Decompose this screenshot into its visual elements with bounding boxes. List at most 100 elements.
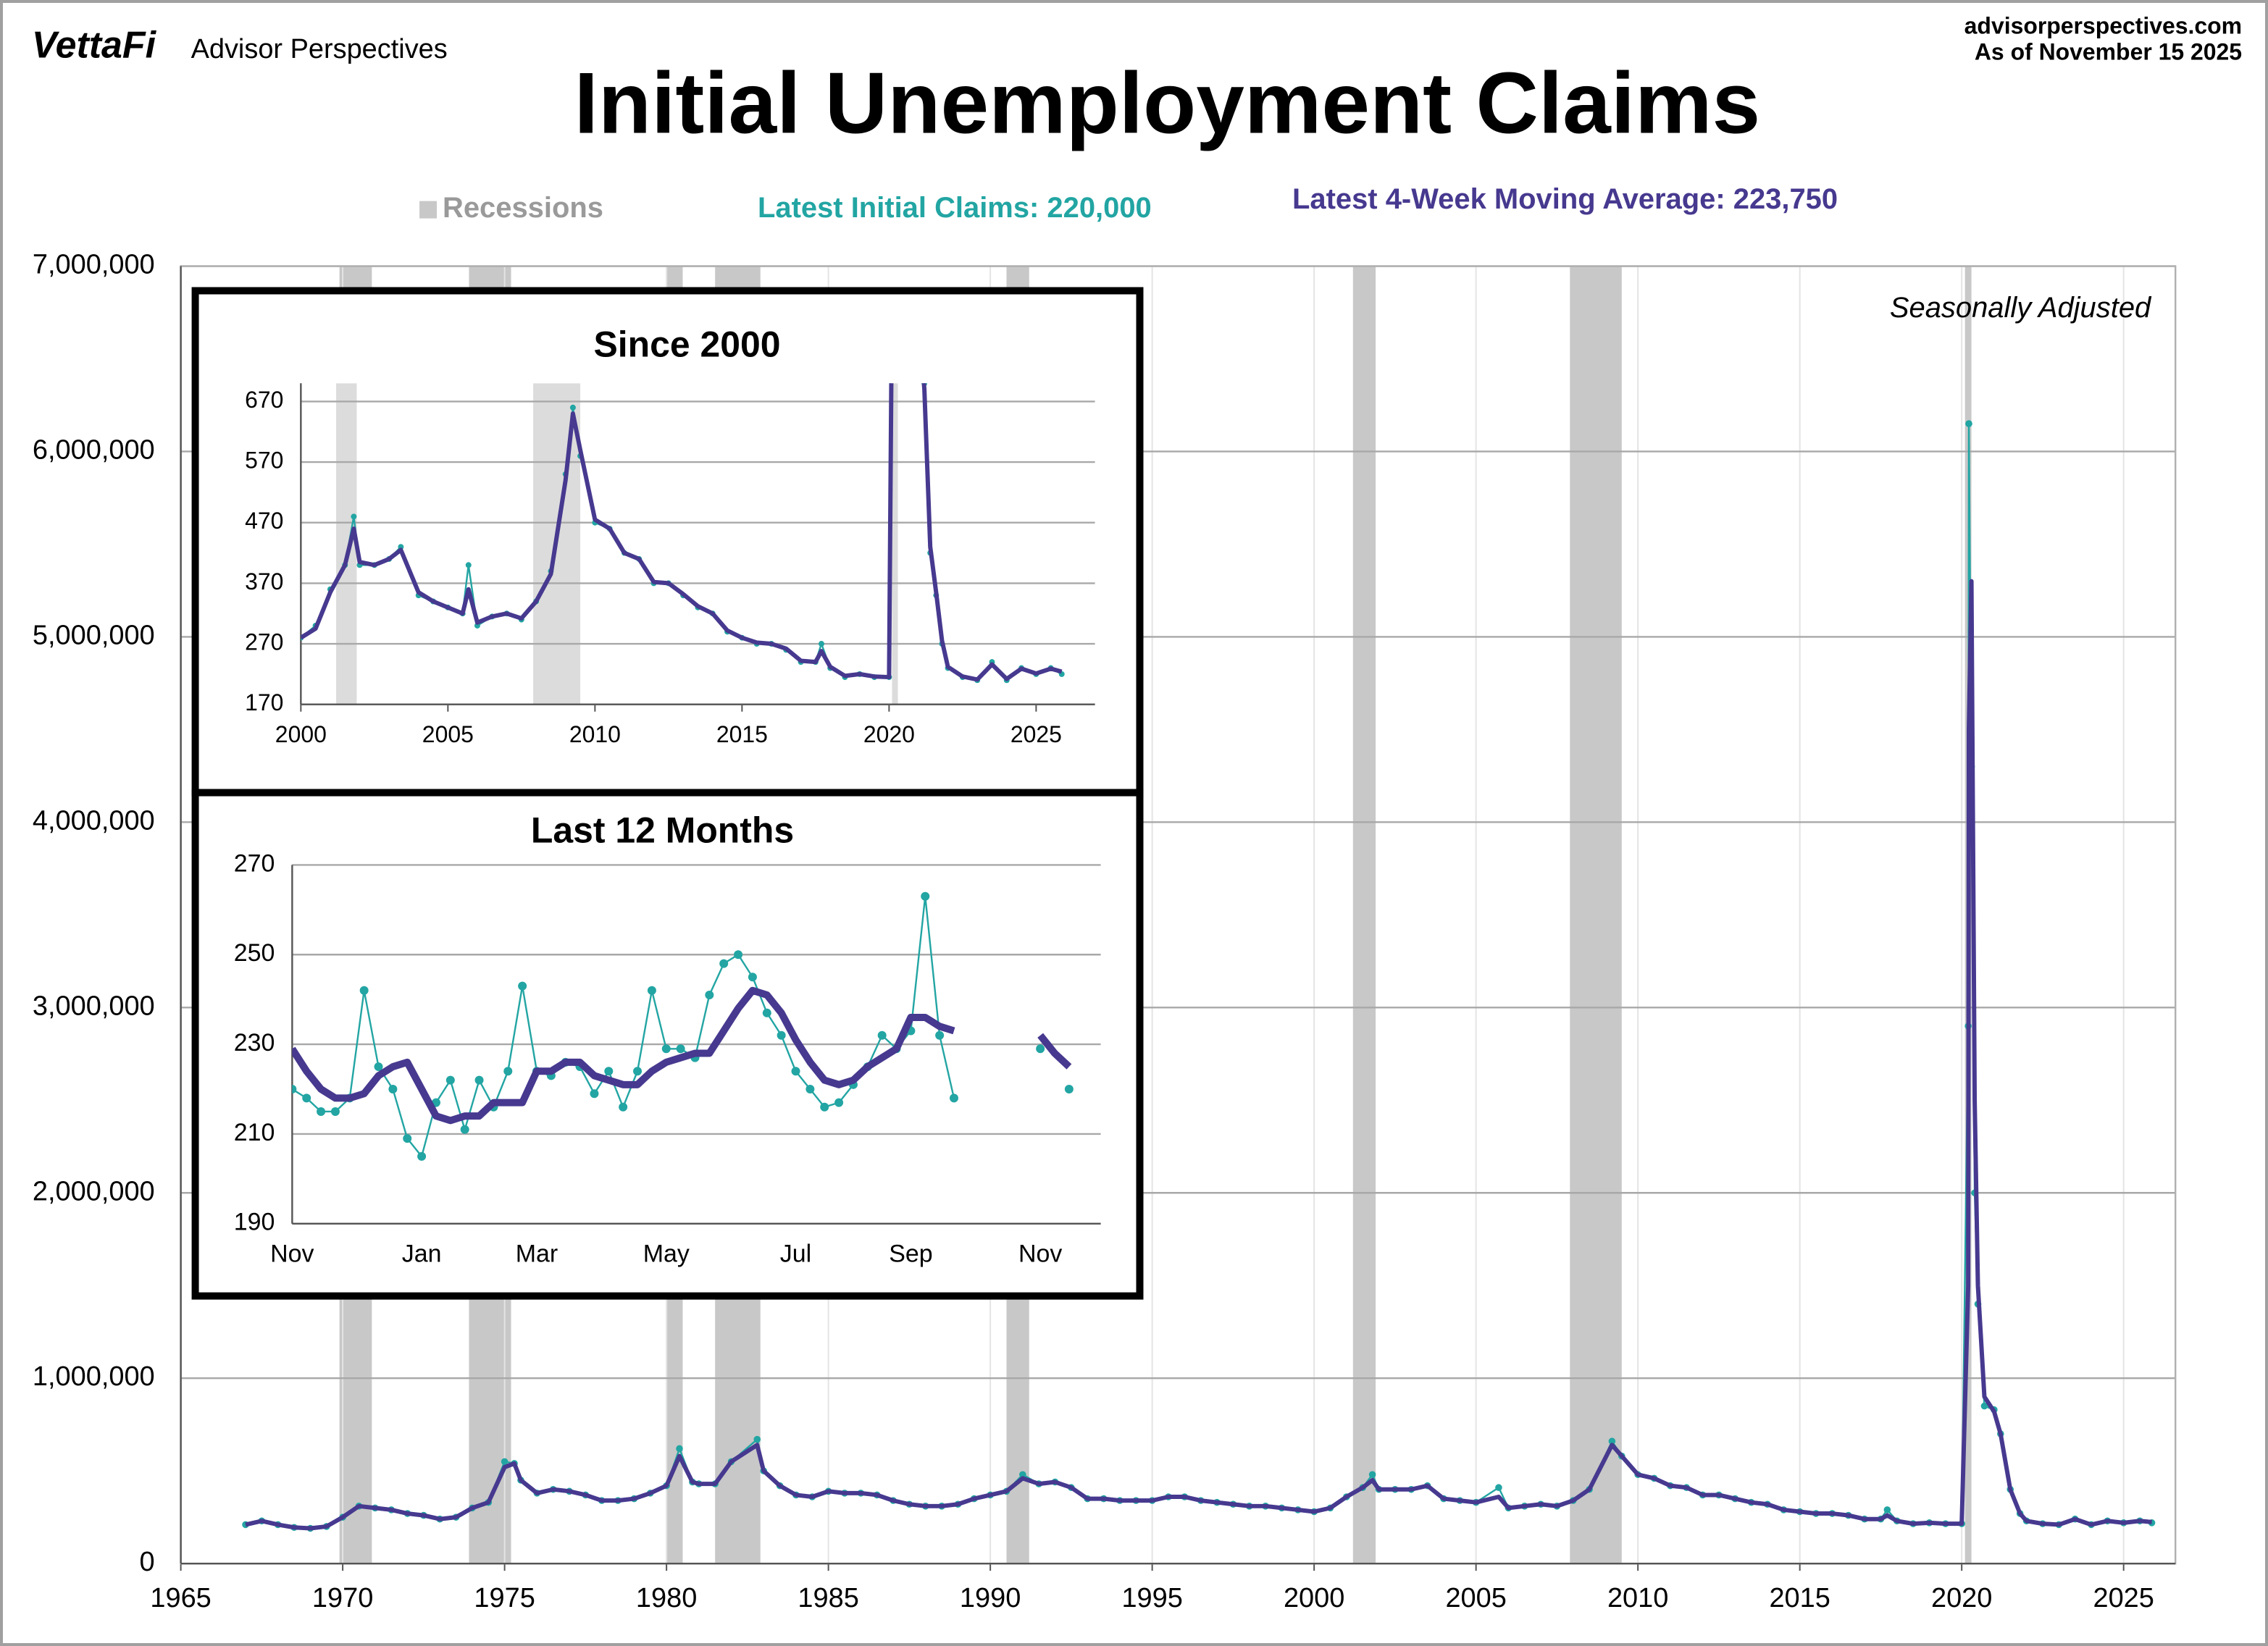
claims-point xyxy=(330,1107,340,1116)
claims-point xyxy=(748,973,757,982)
recession-band xyxy=(892,383,898,705)
claims-point xyxy=(820,1102,829,1112)
claims-point xyxy=(805,1085,815,1094)
y-tick-label: 7,000,000 xyxy=(33,250,155,280)
claims-point xyxy=(949,1093,958,1103)
claims-point xyxy=(834,1098,844,1107)
y-tick-label: 270 xyxy=(245,629,283,655)
x-tick-label: Nov xyxy=(1018,1240,1062,1268)
claims-point xyxy=(1980,1402,1988,1410)
average-line xyxy=(245,579,2152,1531)
y-tick-label: 170 xyxy=(245,689,283,715)
claims-point xyxy=(569,404,576,411)
site: advisorperspectives.com xyxy=(1964,12,2242,38)
y-tick-label: 2,000,000 xyxy=(33,1176,155,1206)
claims-point xyxy=(317,1107,326,1116)
claims-point xyxy=(719,959,729,968)
x-tick-label: Sep xyxy=(889,1240,932,1268)
y-tick-label: 230 xyxy=(234,1029,275,1057)
claims-point xyxy=(753,1435,761,1443)
claims-point xyxy=(777,1030,786,1040)
inset-title: Since 2000 xyxy=(593,324,780,365)
x-tick-label: 2025 xyxy=(1010,721,1062,747)
claims-point xyxy=(1036,1044,1045,1054)
y-tick-label: 570 xyxy=(245,447,283,473)
x-tick-label: Nov xyxy=(270,1240,314,1268)
claims-point xyxy=(877,1030,887,1040)
recession-band xyxy=(336,383,357,705)
claims-point xyxy=(705,990,714,999)
claims-point xyxy=(590,1089,599,1099)
x-tick-label: 1980 xyxy=(636,1583,697,1613)
claims-point xyxy=(1368,1471,1376,1479)
y-tick-label: 4,000,000 xyxy=(33,805,155,836)
claims-point xyxy=(474,1075,484,1085)
claims-point xyxy=(518,981,527,991)
x-tick-label: 2015 xyxy=(1769,1583,1830,1613)
x-tick-label: 2020 xyxy=(863,721,915,747)
x-tick-label: 2000 xyxy=(275,721,327,747)
y-tick-label: 470 xyxy=(245,508,283,534)
as-of: As of November 15 2025 xyxy=(1975,38,2242,64)
claims-point xyxy=(1064,1085,1074,1094)
claims-point xyxy=(818,641,824,647)
x-tick-label: 2010 xyxy=(569,721,621,747)
claims-point xyxy=(604,1067,614,1076)
x-tick-label: 2020 xyxy=(1931,1583,1992,1613)
average-line xyxy=(292,986,1072,1125)
claims-point xyxy=(762,1008,771,1017)
x-tick-label: Jan xyxy=(402,1240,442,1268)
average-line xyxy=(301,383,1063,682)
y-tick-label: 370 xyxy=(245,568,283,595)
claims-point xyxy=(1608,1437,1616,1445)
y-tick-label: 210 xyxy=(234,1119,275,1146)
legend-average: Latest 4-Week Moving Average: 223,750 xyxy=(1292,183,1838,215)
y-tick-label: 270 xyxy=(234,849,275,877)
recession-legend: Recessions xyxy=(443,192,603,224)
y-tick-label: 6,000,000 xyxy=(33,434,155,465)
recession-legend-swatch xyxy=(419,201,438,219)
x-tick-label: 2000 xyxy=(1284,1583,1344,1613)
y-tick-label: 250 xyxy=(234,939,275,967)
claims-point xyxy=(676,1445,683,1453)
x-tick-label: 1970 xyxy=(312,1583,373,1613)
y-tick-label: 670 xyxy=(245,387,283,413)
x-tick-label: 1995 xyxy=(1121,1583,1182,1613)
y-tick-label: 5,000,000 xyxy=(33,620,155,650)
claims-point xyxy=(374,1062,383,1072)
claims-point xyxy=(501,1458,509,1466)
claims-point xyxy=(633,1067,643,1076)
claims-point xyxy=(359,986,369,995)
claims-point xyxy=(351,513,357,520)
x-tick-label: Jul xyxy=(780,1240,811,1268)
x-tick-label: 1985 xyxy=(798,1583,858,1613)
claims-point xyxy=(1965,420,1972,427)
claims-point xyxy=(1883,1506,1891,1513)
claims-point xyxy=(503,1067,513,1076)
x-tick-label: 2005 xyxy=(422,721,474,747)
y-tick-label: 1,000,000 xyxy=(33,1361,155,1392)
x-tick-label: May xyxy=(643,1240,690,1268)
x-tick-label: 2010 xyxy=(1607,1583,1668,1613)
x-tick-label: 1975 xyxy=(474,1583,535,1613)
x-tick-label: 1965 xyxy=(150,1583,211,1613)
x-tick-label: 1990 xyxy=(960,1583,1021,1613)
claims-point xyxy=(661,1044,671,1054)
recession-band xyxy=(1570,266,1622,1564)
claims-point xyxy=(465,562,472,568)
x-tick-label: 2015 xyxy=(716,721,768,747)
claims-point xyxy=(388,1085,398,1094)
claims-point xyxy=(734,950,743,960)
claims-point xyxy=(445,1075,455,1085)
claims-point xyxy=(460,1125,469,1134)
x-tick-label: 2005 xyxy=(1445,1583,1506,1613)
y-tick-label: 3,000,000 xyxy=(33,991,155,1021)
charts: 1965 1970 1975 1980 1985 1990 1995 2000 2005 2010… xyxy=(33,250,2177,1613)
y-tick-label: 190 xyxy=(234,1209,275,1236)
recession-band xyxy=(1352,266,1376,1564)
claims-point xyxy=(403,1134,412,1143)
claims-point xyxy=(417,1151,427,1161)
x-tick-label: 2025 xyxy=(2093,1583,2154,1613)
claims-point xyxy=(935,1030,945,1040)
